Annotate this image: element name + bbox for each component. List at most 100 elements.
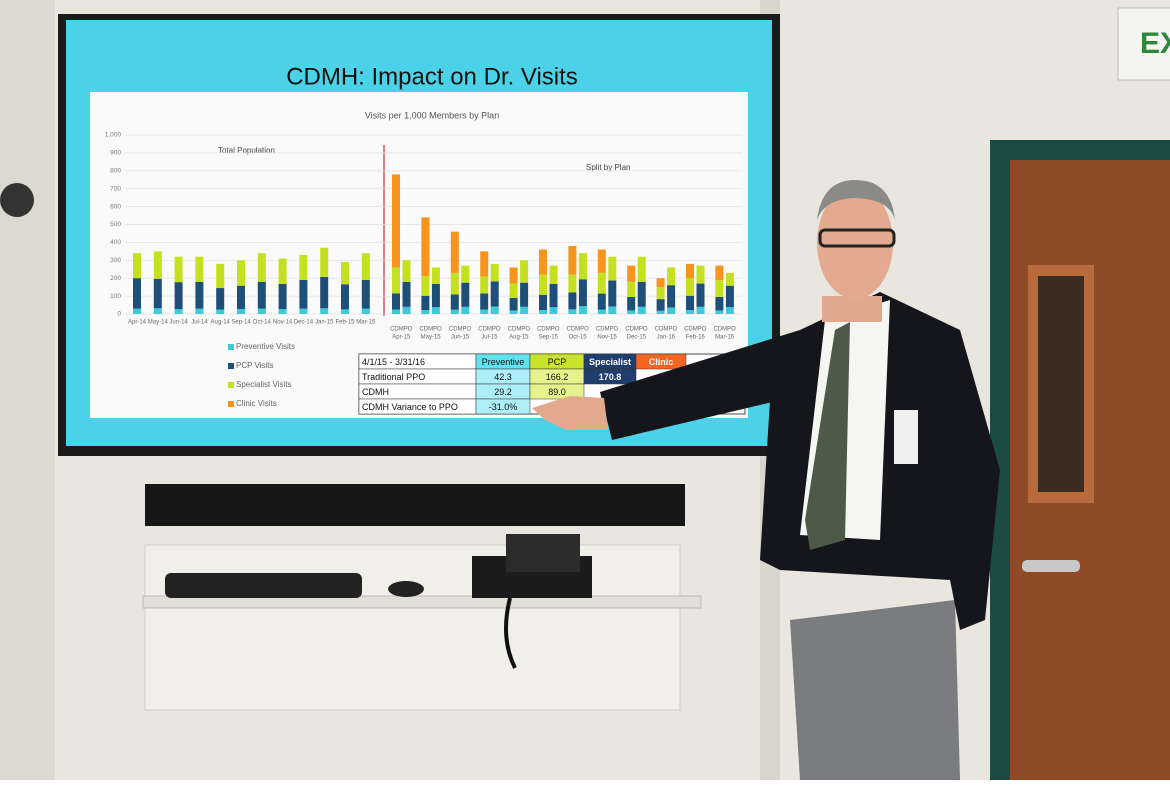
shelf [142,595,702,609]
bar-segment [450,294,459,310]
bar-segment [490,306,499,314]
bar-segment [216,309,225,314]
bar-segment [402,306,411,314]
bar-segment [341,262,349,285]
trousers [790,600,960,780]
bar-segment [216,288,225,310]
x-tick-label: May-15 [421,335,442,341]
bar-segment [539,274,547,295]
bar-segment [608,306,617,314]
bar-segment [696,306,705,314]
wall-plate [144,544,681,711]
x-tick-label: CDMPO [537,327,560,333]
bar-segment [450,309,459,314]
exit-sign [1117,7,1170,81]
x-tick-label: Jun-15 [451,335,470,341]
bar-segment [402,260,411,282]
x-tick-label: Mar-16 [715,335,735,341]
bar-segment [696,283,705,307]
bar-segment [549,283,558,308]
legend-label: Clinic Visits [236,399,277,408]
soundbar [145,484,685,526]
neck [822,296,882,322]
presenter [532,180,1000,780]
x-tick-label: Sep-15 [539,335,559,341]
bar-segment [490,263,499,282]
bar-segment [597,309,606,314]
x-tick-label: Feb-16 [686,335,706,341]
bar-segment [237,308,245,314]
bar-segment [597,293,606,310]
table-text: PCP [548,357,567,367]
x-tick-label: Feb-15 [335,320,355,326]
bar-segment [361,253,370,280]
bar-segment [341,309,349,314]
table-cell [635,353,687,370]
bar-segment [656,310,665,314]
bar-segment [637,256,646,282]
x-tick-label: CDMPO [449,327,472,333]
bar-segment [627,310,636,314]
bar-segment [715,279,724,297]
x-tick-label: Jan-16 [657,335,676,341]
bar-segment [656,278,665,288]
bar-segment [361,279,370,309]
y-tick-label: 800 [110,168,121,175]
bar-segment [195,308,204,314]
bar-segment [725,272,734,286]
legend-swatch [228,401,234,407]
bar-segment [627,296,636,311]
bar-segment [568,309,577,314]
x-tick-label: CDMPO [713,327,736,333]
bar-segment [133,308,141,314]
x-tick-label: Oct-14 [253,320,272,326]
tie [805,322,850,550]
bar-segment [686,263,694,279]
chart-title: Visits per 1,000 Members by Plan [365,110,499,120]
bar-segment [278,308,287,314]
glasses [818,228,896,248]
annotation: Split by Plan [586,163,630,172]
y-tick-label: 0 [117,311,121,318]
annotation: Total Population [218,146,275,155]
bar-segment [299,308,308,314]
bar-segment [320,308,329,314]
bar-segment [320,247,329,277]
hair [817,180,895,220]
x-tick-label: Apr-15 [392,335,411,341]
bar-segment [509,297,518,311]
table-text: Traditional PPO [362,372,425,382]
door-window [1038,276,1084,492]
table-text: CDMH Variance to PPO [362,402,458,412]
y-tick-label: 400 [110,239,121,246]
table-cell [583,368,637,385]
bar-segment [725,285,734,308]
bar-segment [686,310,694,314]
table-text: CDMH [362,387,389,397]
bar-segment [637,281,646,307]
bar-segment [174,308,183,314]
legend: Preventive Visits PCP Visits Specialist Vi… [228,342,295,408]
legend-swatch [228,344,234,350]
x-tick-label: Oct-15 [569,335,588,341]
bar-segment [431,283,440,308]
bar-segment [539,294,547,311]
bar-segment [715,265,724,280]
bar-segment [686,295,694,311]
bar-segment [421,310,430,314]
x-tick-label: Nov-15 [597,335,617,341]
bar-segment [509,283,518,298]
bar-segment [174,256,183,283]
bar-segment [278,283,287,309]
legend-swatch [228,363,234,369]
bar-segment [237,285,245,309]
bar-segment [450,272,459,295]
bar-segment [597,249,606,273]
bar-segment [509,267,518,284]
x-tick-label: CDMPO [684,327,707,333]
bar-segment [461,306,470,314]
x-tick-label: CDMPO [566,327,589,333]
bar-segment [450,231,459,273]
bar-segment [480,251,489,277]
table-text: 170.8 [599,372,622,382]
